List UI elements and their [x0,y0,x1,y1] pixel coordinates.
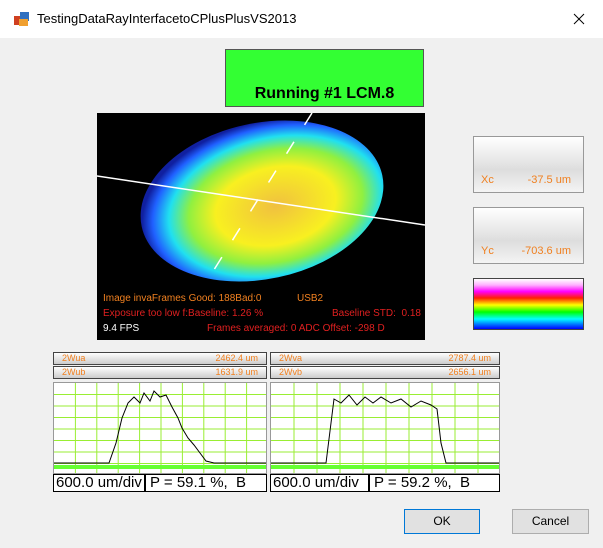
profile-u: 2Wua 2462.4 um 2Wub 1631.9 um 600.0 um/div P … [53,352,267,492]
color-bar [473,278,584,330]
panel-value: -703.6 um [521,245,571,257]
beam-image: Image invaFrames Good: 188Bad:0 USB2 Exp… [97,113,425,340]
baseline-band [54,465,266,469]
overlay-text: 9.4 FPS [103,323,140,334]
profile-row: 2Wua 2462.4 um [53,352,267,365]
app-icon [14,12,29,26]
panel-label: Yc [481,245,494,257]
baseline-band [271,465,499,469]
profile-v: 2Wva 2787.4 um 2Wvb 2656.1 um 600.0 um/div P … [270,352,500,492]
title-bar: TestingDataRayInterfacetoCPlusPlusVS2013 [0,0,603,38]
yc-panel: Yc -703.6 um [473,207,584,264]
overlay-text: Baseline STD: 0.18 [332,308,421,319]
row-value: 2787.4 um [448,353,491,363]
profile-curve [271,394,499,464]
panel-value: -37.5 um [527,174,571,186]
scale-label: 600.0 um/div [270,474,369,492]
overlay-text: Frames averaged: 0 ADC Offset: -298 D [207,323,385,334]
overlay-text: Image invaFrames Good: 188Bad:0 [103,293,262,304]
close-button[interactable] [573,13,585,25]
profile-plot [53,382,267,474]
panel-label: Xc [481,174,494,186]
status-box: Running #1 LCM.8 [225,49,424,107]
profile-curve [54,390,266,464]
profile-row: 2Wva 2787.4 um [270,352,500,365]
row-value: 2656.1 um [448,367,491,377]
power-label: P = 59.1 %, B [145,474,267,492]
window-title: TestingDataRayInterfacetoCPlusPlusVS2013 [37,11,297,26]
cancel-button[interactable]: Cancel [512,509,589,534]
row-value: 2462.4 um [215,353,258,363]
row-label: 2Wva [279,353,303,363]
profile-row: 2Wvb 2656.1 um [270,366,500,379]
beam-view [97,113,425,282]
ok-button[interactable]: OK [404,509,480,534]
row-label: 2Wvb [279,367,303,377]
scale-label: 600.0 um/div [53,474,145,492]
beam-spot [140,120,384,282]
power-label: P = 59.2 %, B [369,474,500,492]
overlay-text: Exposure too low f:Baseline: 1.26 % [103,308,264,319]
crosshair-u [97,175,425,226]
row-value: 1631.9 um [215,367,258,377]
row-label: 2Wub [62,367,86,377]
xc-panel: Xc -37.5 um [473,136,584,193]
row-label: 2Wua [62,353,86,363]
profile-plot [270,382,500,474]
overlay-text: USB2 [297,293,324,304]
profile-row: 2Wub 1631.9 um [53,366,267,379]
